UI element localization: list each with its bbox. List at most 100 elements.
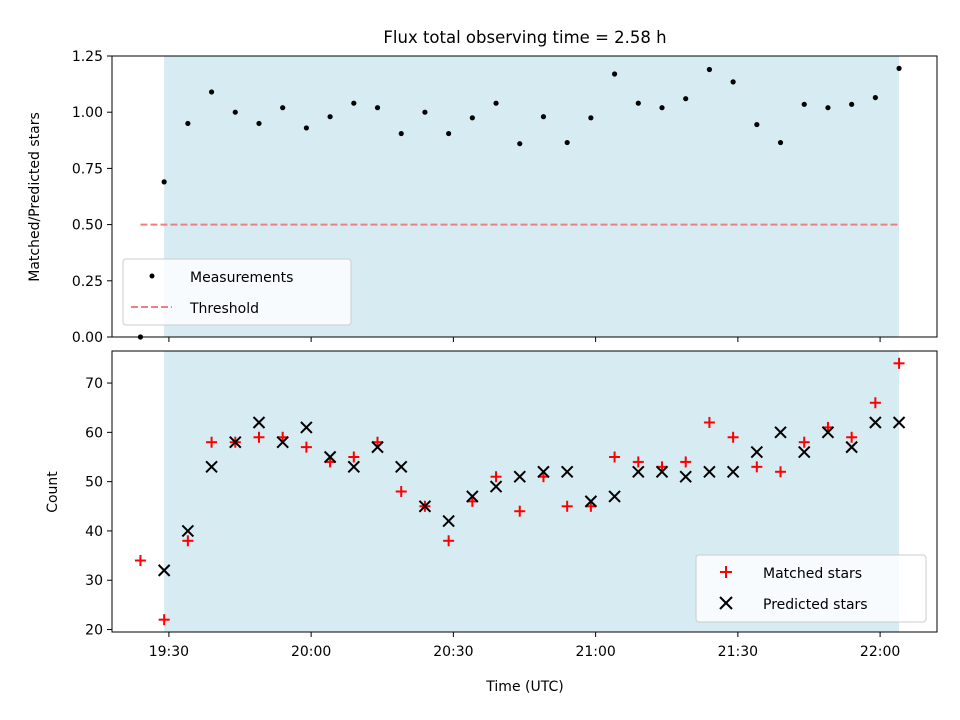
matched-star-point <box>300 441 312 453</box>
measurement-point <box>374 105 381 111</box>
predicted-star-point <box>655 465 669 478</box>
measurement-point <box>493 100 499 106</box>
top-legend-box <box>122 258 352 326</box>
measurement-point <box>398 130 404 137</box>
matched-star-point <box>134 555 146 567</box>
matched-star-point <box>182 535 194 547</box>
measurement-point <box>564 139 570 146</box>
measurement-point <box>422 109 428 115</box>
bottom-legend: Matched stars Predicted stars <box>695 554 927 623</box>
measurement-point <box>611 71 618 77</box>
y-tick-label: 0.25 <box>72 274 103 290</box>
predicted-star-point <box>821 426 835 439</box>
predicted-star-point <box>869 416 882 429</box>
matched-star-point <box>632 456 644 468</box>
measurement-point <box>280 105 286 111</box>
matched-star-point <box>775 466 787 478</box>
measurement-point <box>849 101 855 107</box>
top-y-ticks: 0.00 0.25 0.50 0.75 1.00 1.25 <box>72 49 112 346</box>
measurement-point <box>351 100 357 106</box>
predicted-star-point <box>418 500 432 513</box>
legend-marker-predicted <box>719 596 733 610</box>
predicted-star-point <box>252 416 266 429</box>
measurement-point <box>185 120 191 127</box>
matched-star-point <box>846 431 858 443</box>
predicted-star-point <box>323 450 337 464</box>
predicted-star-point <box>726 465 740 478</box>
count-plot: 20 30 40 50 60 70 19:30 20:00 20:30 21:00 21:30 22… <box>45 350 938 695</box>
x-tick-label: 20:00 <box>291 644 331 660</box>
predicted-star-point <box>395 460 408 474</box>
star-count-points <box>134 357 906 626</box>
measurement-point <box>469 115 475 121</box>
matched-star-point <box>206 436 218 448</box>
predicted-star-point <box>489 480 503 493</box>
matched-star-point <box>348 451 360 463</box>
y-tick-label: 20 <box>85 623 103 639</box>
measurement-point <box>303 125 309 131</box>
y-tick-label: 0.00 <box>72 330 103 346</box>
y-tick-label: 0.50 <box>72 218 103 234</box>
measurement-point <box>730 79 736 85</box>
bottom-x-ticks: 19:30 20:00 20:30 21:00 21:30 22:00 <box>149 632 900 660</box>
y-tick-label: 60 <box>85 425 103 441</box>
bottom-axes-frame <box>111 350 938 633</box>
x-tick-label: 21:30 <box>718 644 758 660</box>
predicted-star-point <box>750 445 764 459</box>
predicted-star-point <box>608 490 621 503</box>
measurement-point <box>517 141 523 147</box>
predicted-star-point <box>584 495 598 508</box>
predicted-star-point <box>347 460 361 474</box>
matched-star-point <box>798 436 810 448</box>
chart-title: Flux total observing time = 2.58 h <box>383 28 666 47</box>
measurement-point <box>659 105 665 111</box>
predicted-star-point <box>703 465 716 478</box>
measurement-point <box>706 66 713 73</box>
measurement-point <box>540 114 547 120</box>
y-tick-label: 1.00 <box>72 105 103 121</box>
measurement-point <box>208 89 215 95</box>
legend-marker-measurements <box>149 273 155 279</box>
predicted-star-point <box>371 440 384 454</box>
measurement-point <box>872 94 878 101</box>
predicted-star-point <box>679 470 692 483</box>
legend-label-predicted: Predicted stars <box>763 597 868 613</box>
matched-star-point <box>490 471 502 483</box>
matched-star-point <box>514 505 526 517</box>
y-tick-label: 30 <box>85 573 103 589</box>
predicted-star-point <box>157 564 171 577</box>
y-tick-label: 40 <box>85 524 103 540</box>
matched-star-point <box>703 416 715 428</box>
matched-star-point <box>158 614 170 626</box>
predicted-star-point <box>276 435 289 449</box>
bottom-y-axis-label: Count <box>45 471 61 513</box>
legend-label-measurements: Measurements <box>190 270 293 286</box>
bottom-y-ticks: 20 30 40 50 60 70 <box>85 376 112 639</box>
measurement-point <box>588 115 594 121</box>
predicted-star-point <box>774 426 787 439</box>
measurement-point <box>801 101 807 107</box>
top-x-ticks <box>168 337 881 342</box>
measurement-point <box>777 139 784 146</box>
predicted-star-point <box>632 465 645 478</box>
legend-label-threshold: Threshold <box>189 301 259 317</box>
x-tick-label: 19:30 <box>149 644 189 660</box>
measurement-point <box>232 109 238 115</box>
matched-star-point <box>253 431 265 443</box>
matched-star-point <box>609 451 621 463</box>
predicted-star-point <box>560 465 574 478</box>
measurement-points <box>137 65 902 340</box>
y-tick-label: 50 <box>85 475 103 491</box>
matched-star-point <box>561 500 573 512</box>
matched-star-point <box>395 486 407 497</box>
predicted-star-point <box>205 460 218 474</box>
x-tick-label: 22:00 <box>860 644 900 660</box>
y-tick-label: 70 <box>85 376 103 392</box>
predicted-star-point <box>181 524 195 538</box>
y-tick-label: 1.25 <box>72 49 103 65</box>
matched-star-point <box>751 461 763 473</box>
measurement-point <box>327 114 333 120</box>
measurement-point <box>683 96 689 102</box>
predicted-star-point <box>300 421 313 434</box>
